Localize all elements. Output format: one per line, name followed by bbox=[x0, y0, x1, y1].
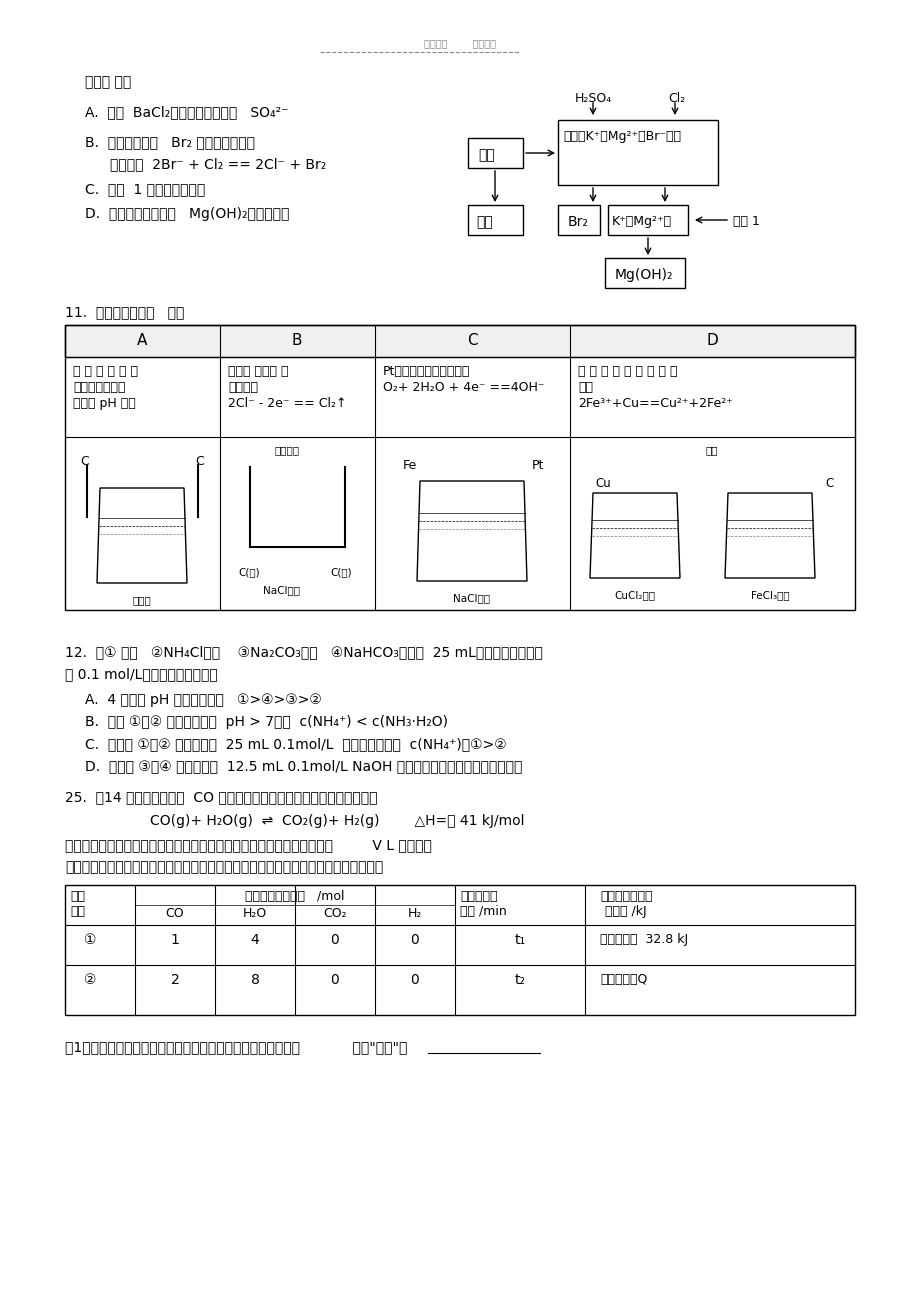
Text: NaCl溶液: NaCl溶液 bbox=[263, 585, 301, 595]
Bar bbox=[65, 885, 854, 1015]
Bar bbox=[468, 138, 522, 168]
Text: 0: 0 bbox=[410, 933, 419, 947]
Polygon shape bbox=[96, 489, 187, 582]
Text: A: A bbox=[137, 334, 147, 348]
Text: t₁: t₁ bbox=[514, 933, 525, 947]
Text: C(乙): C(乙) bbox=[330, 567, 351, 577]
Bar bbox=[558, 120, 717, 185]
Text: C: C bbox=[80, 455, 88, 468]
Text: H₂SO₄: H₂SO₄ bbox=[574, 93, 611, 106]
Text: 25.  （14 分）工业上利用  CO 和水蒸气在一定条件下发生反应制取氢气：: 25. （14 分）工业上利用 CO 和水蒸气在一定条件下发生反应制取氢气： bbox=[65, 790, 377, 804]
Text: 苦卤（K⁺、Mg²⁺、Br⁻等）: 苦卤（K⁺、Mg²⁺、Br⁻等） bbox=[562, 130, 680, 143]
Text: H₂: H₂ bbox=[407, 907, 422, 920]
Text: C: C bbox=[195, 455, 203, 468]
Text: K⁺、Mg²⁺等: K⁺、Mg²⁺等 bbox=[611, 215, 672, 228]
Text: 直流电源: 直流电源 bbox=[274, 446, 300, 455]
Text: 盐桥: 盐桥 bbox=[705, 446, 718, 455]
Text: Mg(OH)₂: Mg(OH)₂ bbox=[614, 268, 673, 281]
Text: 程式为：  2Br⁻ + Cl₂ == 2Cl⁻ + Br₂: 程式为： 2Br⁻ + Cl₂ == 2Cl⁻ + Br₂ bbox=[110, 156, 326, 171]
Bar bbox=[65, 324, 854, 357]
Text: 甲电极 上的电 极: 甲电极 上的电 极 bbox=[228, 365, 289, 378]
Text: 试剂 1: 试剂 1 bbox=[732, 215, 759, 228]
Bar bbox=[558, 205, 599, 235]
Text: 粗盐: 粗盐 bbox=[475, 215, 493, 229]
Text: 容器: 容器 bbox=[70, 890, 85, 903]
Text: Fe: Fe bbox=[403, 459, 417, 472]
Text: 起始时各物质的量   /mol: 起始时各物质的量 /mol bbox=[245, 890, 345, 903]
Text: 0: 0 bbox=[410, 973, 419, 986]
Text: （1）该反应过程中，反应物分子化学键断裂时所吸收的总能量            （填"大于"、: （1）该反应过程中，反应物分子化学键断裂时所吸收的总能量 （填"大于"、 bbox=[65, 1040, 407, 1054]
Text: 总 反 应 的 离 子 方 程 式: 总 反 应 的 离 子 方 程 式 bbox=[577, 365, 676, 378]
Text: 不正确 的是: 不正确 的是 bbox=[85, 76, 131, 89]
Text: ②: ② bbox=[84, 973, 96, 986]
Text: 时间 /min: 时间 /min bbox=[460, 906, 506, 919]
Polygon shape bbox=[589, 493, 679, 579]
Text: Pt: Pt bbox=[531, 459, 544, 472]
Text: D.  向溶液 ③、④ 中分别加入  12.5 mL 0.1mol/L NaOH 溶液后，两溶液中的离子种类相同: D. 向溶液 ③、④ 中分别加入 12.5 mL 0.1mol/L NaOH 溶… bbox=[85, 760, 522, 773]
Text: B: B bbox=[291, 334, 302, 348]
Text: 反应为：: 反应为： bbox=[228, 380, 257, 394]
Text: C.  向溶液 ①、② 中分别加入  25 mL 0.1mol/L  盐酸后，溶液中  c(NH₄⁺)：①>②: C. 向溶液 ①、② 中分别加入 25 mL 0.1mol/L 盐酸后，溶液中 … bbox=[85, 737, 506, 751]
Text: 2Cl⁻ - 2e⁻ == Cl₂↑: 2Cl⁻ - 2e⁻ == Cl₂↑ bbox=[228, 397, 346, 410]
Text: CuCl₂溶液: CuCl₂溶液 bbox=[614, 590, 654, 599]
Text: D.  工业上，电解熔融   Mg(OH)₂冶炼金属镁: D. 工业上，电解熔融 Mg(OH)₂冶炼金属镁 bbox=[85, 207, 289, 222]
Text: CO₂: CO₂ bbox=[323, 907, 346, 920]
Bar bbox=[468, 205, 522, 235]
Text: 海水: 海水 bbox=[478, 149, 494, 162]
Text: Cu: Cu bbox=[595, 477, 610, 490]
Text: 放出热量：  32.8 kJ: 放出热量： 32.8 kJ bbox=[599, 933, 687, 946]
Text: C: C bbox=[824, 477, 833, 490]
Text: 4: 4 bbox=[250, 933, 259, 947]
Text: 通 电 一 段 时 间: 通 电 一 段 时 间 bbox=[73, 365, 138, 378]
Text: B.  从苦卤中提取   Br₂ 的反应的离子方: B. 从苦卤中提取 Br₂ 的反应的离子方 bbox=[85, 136, 255, 149]
Text: 11.  下列说法不正确   的是: 11. 下列说法不正确 的是 bbox=[65, 305, 184, 319]
Text: 1: 1 bbox=[170, 933, 179, 947]
Text: C(甲): C(甲) bbox=[238, 567, 259, 577]
Text: C.  试剂  1 可以选用石灰乳: C. 试剂 1 可以选用石灰乳 bbox=[85, 182, 205, 195]
Text: 学习必备        欢迎下载: 学习必备 欢迎下载 bbox=[424, 38, 495, 48]
Text: 达平衡体系能量: 达平衡体系能量 bbox=[599, 890, 652, 903]
Text: 放出热量：Q: 放出热量：Q bbox=[599, 973, 647, 986]
Bar bbox=[605, 258, 685, 288]
Polygon shape bbox=[724, 493, 814, 579]
Text: 编号: 编号 bbox=[70, 906, 85, 919]
Text: 0: 0 bbox=[330, 933, 339, 947]
Text: 0: 0 bbox=[330, 973, 339, 986]
Text: 12.  有① 氨水   ②NH₄Cl溶液    ③Na₂CO₃溶液   ④NaHCO₃溶液各  25 mL，物质的量浓度均: 12. 有① 氨水 ②NH₄Cl溶液 ③Na₂CO₃溶液 ④NaHCO₃溶液各 … bbox=[65, 645, 542, 659]
Bar bbox=[607, 205, 687, 235]
Text: t₂: t₂ bbox=[514, 973, 525, 986]
Polygon shape bbox=[416, 481, 527, 581]
Text: 后，搅拌均匀，: 后，搅拌均匀， bbox=[73, 380, 125, 394]
Text: Cl₂: Cl₂ bbox=[667, 93, 685, 106]
Text: 温恒容密闭容器中加入一定量的反应物，使其在相同温度下发生反应。相关数据如下：: 温恒容密闭容器中加入一定量的反应物，使其在相同温度下发生反应。相关数据如下： bbox=[65, 860, 383, 874]
Text: B.  溶液 ①、② 等体积混合后  pH > 7，则  c(NH₄⁺) < c(NH₃·H₂O): B. 溶液 ①、② 等体积混合后 pH > 7，则 c(NH₄⁺) < c(NH… bbox=[85, 715, 448, 728]
Text: CO: CO bbox=[165, 907, 184, 920]
Text: CO(g)+ H₂O(g)  ⇌  CO₂(g)+ H₂(g)        △H=－ 41 kJ/mol: CO(g)+ H₂O(g) ⇌ CO₂(g)+ H₂(g) △H=－ 41 kJ… bbox=[150, 814, 524, 827]
Text: C: C bbox=[466, 334, 477, 348]
Text: 某小组研究在相同温度下该反应过程中的能量变化。他们分别在体积均为         V L 的两个恒: 某小组研究在相同温度下该反应过程中的能量变化。他们分别在体积均为 V L 的两个… bbox=[65, 838, 431, 852]
Text: 稀硫酸: 稀硫酸 bbox=[132, 595, 152, 605]
Text: FeCl₃溶液: FeCl₃溶液 bbox=[750, 590, 789, 599]
Text: 溶液的 pH 增大: 溶液的 pH 增大 bbox=[73, 397, 136, 410]
Text: 达到平衡的: 达到平衡的 bbox=[460, 890, 497, 903]
Text: 的变化 /kJ: 的变化 /kJ bbox=[605, 906, 646, 919]
Text: Pt电极上的电极反应为：: Pt电极上的电极反应为： bbox=[382, 365, 470, 378]
Text: D: D bbox=[706, 334, 717, 348]
Text: A.  可用  BaCl₂溶液除去粗盐中的   SO₄²⁻: A. 可用 BaCl₂溶液除去粗盐中的 SO₄²⁻ bbox=[85, 106, 289, 119]
Text: 2Fe³⁺+Cu==Cu²⁺+2Fe²⁺: 2Fe³⁺+Cu==Cu²⁺+2Fe²⁺ bbox=[577, 397, 732, 410]
Text: 为：: 为： bbox=[577, 380, 593, 394]
Text: H₂O: H₂O bbox=[243, 907, 267, 920]
Text: O₂+ 2H₂O + 4e⁻ ==4OH⁻: O₂+ 2H₂O + 4e⁻ ==4OH⁻ bbox=[382, 380, 544, 394]
Text: ①: ① bbox=[84, 933, 96, 947]
Text: NaCl溶液: NaCl溶液 bbox=[453, 593, 490, 603]
Text: 8: 8 bbox=[250, 973, 259, 986]
Bar bbox=[65, 324, 854, 610]
Text: Br₂: Br₂ bbox=[567, 215, 588, 229]
Text: 2: 2 bbox=[170, 973, 179, 986]
Text: 为 0.1 mol/L，下列说法正确的是: 为 0.1 mol/L，下列说法正确的是 bbox=[65, 667, 218, 681]
Text: A.  4 种溶液 pH 的大小顺序：   ①>④>③>②: A. 4 种溶液 pH 的大小顺序： ①>④>③>② bbox=[85, 693, 322, 708]
